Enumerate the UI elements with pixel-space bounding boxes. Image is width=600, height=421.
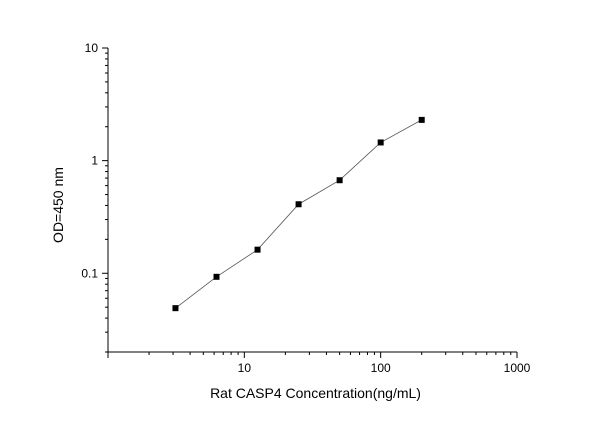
- data-point: [377, 139, 384, 146]
- x-tick-label: 1000: [504, 361, 531, 375]
- data-point: [295, 201, 302, 208]
- data-point: [213, 273, 220, 280]
- ticks: 10 100 1000 0.1 1 10: [81, 41, 530, 375]
- y-tick-label: 10: [85, 41, 99, 55]
- axes: [107, 48, 517, 353]
- x-tick-label: 10: [238, 361, 252, 375]
- data-point: [418, 116, 425, 123]
- x-tick-label: 100: [371, 361, 391, 375]
- series-line: [175, 119, 422, 309]
- data-series: [172, 116, 425, 312]
- data-point: [336, 177, 343, 184]
- y-axis-title: OD=450 nm: [50, 167, 66, 243]
- y-tick-label: 0.1: [81, 266, 98, 280]
- data-point: [254, 246, 261, 253]
- data-point: [172, 305, 179, 312]
- y-tick-label: 1: [91, 154, 98, 168]
- x-axis-title: Rat CASP4 Concentration(ng/mL): [210, 385, 421, 401]
